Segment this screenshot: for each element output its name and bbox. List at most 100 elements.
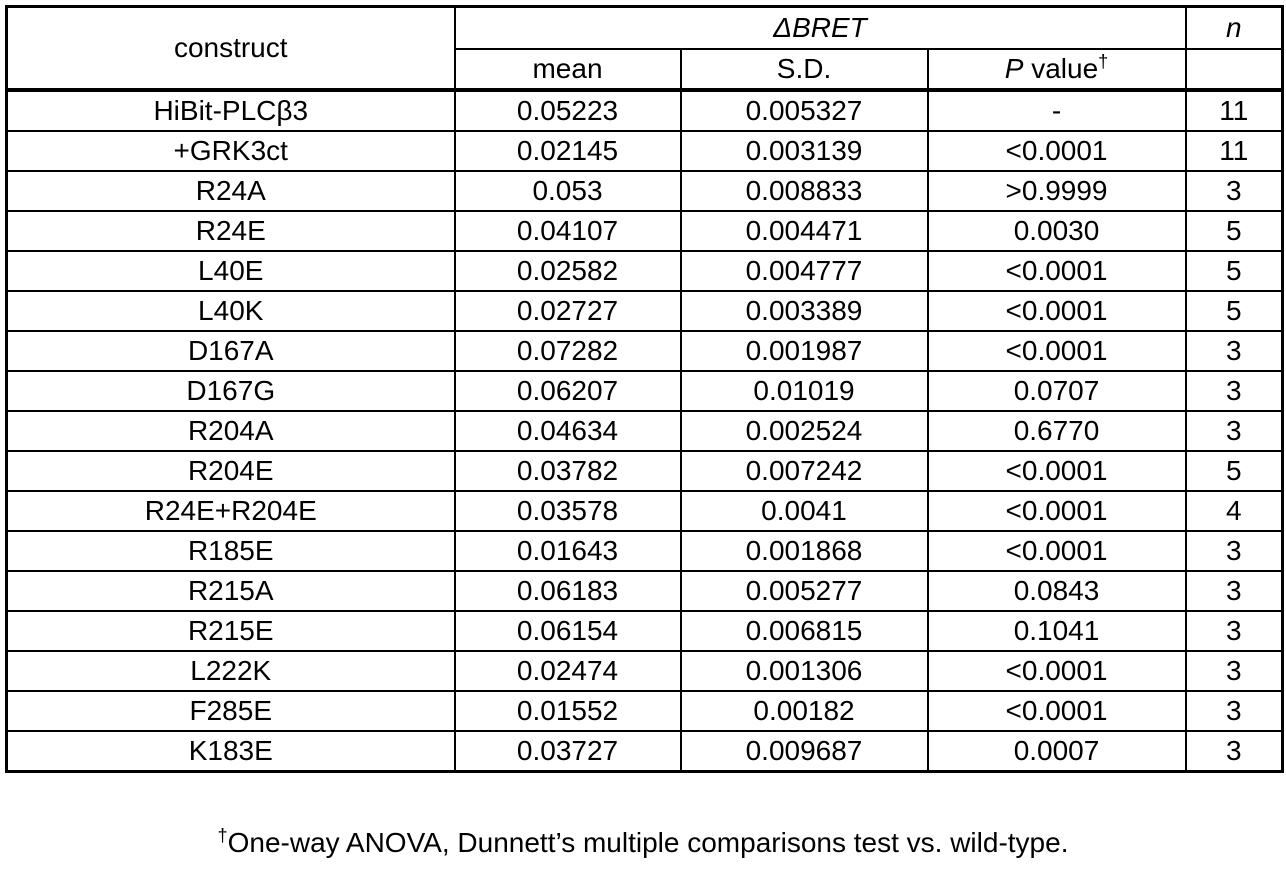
table-row: R24A 0.053 0.008833 >0.9999 3	[5, 170, 1284, 212]
header-row-2: mean S.D. P value†	[7, 48, 1284, 91]
pvalue-cell: <0.0001	[926, 250, 1187, 292]
n-cell: 3	[1184, 610, 1284, 652]
construct-cell: R185E	[5, 530, 456, 572]
construct-cell: R204A	[5, 410, 456, 452]
construct-cell: R24E+R204E	[5, 490, 456, 532]
pvalue-cell: <0.0001	[926, 130, 1187, 172]
table-row: R24E 0.04107 0.004471 0.0030 5	[5, 210, 1284, 252]
construct-cell: L40K	[5, 290, 456, 332]
mean-cell: 0.07282	[453, 330, 682, 372]
mean-cell: 0.03727	[453, 730, 682, 773]
table-body: HiBit-PLCβ3 0.05223 0.005327 - 11 +GRK3c…	[5, 88, 1284, 773]
mean-cell: 0.03578	[453, 490, 682, 532]
table-row: R215E 0.06154 0.006815 0.1041 3	[5, 610, 1284, 652]
construct-column-header: construct	[5, 5, 456, 91]
construct-cell: +GRK3ct	[5, 130, 456, 172]
construct-cell: L40E	[5, 250, 456, 292]
n-cell: 3	[1184, 650, 1284, 692]
n-empty-cell	[1184, 48, 1284, 91]
table-row: R204E 0.03782 0.007242 <0.0001 5	[5, 450, 1284, 492]
pvalue-cell: 0.0707	[926, 370, 1187, 412]
mean-cell: 0.02727	[453, 290, 682, 332]
n-cell: 3	[1184, 410, 1284, 452]
mean-cell: 0.01552	[453, 690, 682, 732]
n-cell: 4	[1184, 490, 1284, 532]
pvalue-cell: 0.0843	[926, 570, 1187, 612]
sd-cell: 0.008833	[679, 170, 929, 212]
sd-cell: 0.007242	[679, 450, 929, 492]
mean-cell: 0.04634	[453, 410, 682, 452]
sd-cell: 0.001987	[679, 330, 929, 372]
mean-cell: 0.02474	[453, 650, 682, 692]
construct-cell: K183E	[5, 730, 456, 773]
n-cell: 3	[1184, 170, 1284, 212]
table-header: construct ΔBRET n mean S.D. P value†	[5, 5, 1284, 91]
footnote: †One-way ANOVA, Dunnett’s multiple compa…	[0, 827, 1286, 859]
mean-column-header: mean	[453, 48, 682, 91]
table-row: HiBit-PLCβ3 0.05223 0.005327 - 11	[5, 88, 1284, 132]
footnote-text: One-way ANOVA, Dunnett’s multiple compar…	[227, 827, 1069, 858]
table-row: D167G 0.06207 0.01019 0.0707 3	[5, 370, 1284, 412]
pvalue-cell: >0.9999	[926, 170, 1187, 212]
sd-cell: 0.01019	[679, 370, 929, 412]
sd-cell: 0.004777	[679, 250, 929, 292]
sd-cell: 0.00182	[679, 690, 929, 732]
dagger-icon: †	[217, 825, 228, 846]
pvalue-cell: <0.0001	[926, 530, 1187, 572]
table-row: R215A 0.06183 0.005277 0.0843 3	[5, 570, 1284, 612]
pvalue-header-text: value	[1023, 53, 1099, 84]
results-table: construct ΔBRET n mean S.D. P value† HiB…	[5, 5, 1285, 773]
sd-cell: 0.003139	[679, 130, 929, 172]
construct-cell: R215E	[5, 610, 456, 652]
pvalue-column-header: P value†	[926, 48, 1187, 91]
sd-column-header: S.D.	[679, 48, 929, 91]
table-row: L40K 0.02727 0.003389 <0.0001 5	[5, 290, 1284, 332]
sd-cell: 0.005327	[679, 88, 929, 132]
sd-cell: 0.006815	[679, 610, 929, 652]
mean-cell: 0.05223	[453, 88, 682, 132]
sd-cell: 0.005277	[679, 570, 929, 612]
n-cell: 3	[1184, 370, 1284, 412]
n-cell: 11	[1184, 130, 1284, 172]
pvalue-cell: <0.0001	[926, 650, 1187, 692]
sd-cell: 0.001306	[679, 650, 929, 692]
construct-cell: R215A	[5, 570, 456, 612]
table-row: K183E 0.03727 0.009687 0.0007 3	[5, 730, 1284, 773]
n-cell: 3	[1184, 570, 1284, 612]
n-cell: 3	[1184, 530, 1284, 572]
pvalue-cell: <0.0001	[926, 290, 1187, 332]
table-row: +GRK3ct 0.02145 0.003139 <0.0001 11	[5, 130, 1284, 172]
n-cell: 5	[1184, 450, 1284, 492]
table-row: R185E 0.01643 0.001868 <0.0001 3	[5, 530, 1284, 572]
dbret-group-header: ΔBRET	[453, 5, 1187, 50]
sd-cell: 0.0041	[679, 490, 929, 532]
construct-cell: L222K	[5, 650, 456, 692]
sd-cell: 0.009687	[679, 730, 929, 773]
table-row: D167A 0.07282 0.001987 <0.0001 3	[5, 330, 1284, 372]
mean-cell: 0.01643	[453, 530, 682, 572]
n-cell: 5	[1184, 250, 1284, 292]
pvalue-cell: <0.0001	[926, 690, 1187, 732]
table-row: R204A 0.04634 0.002524 0.6770 3	[5, 410, 1284, 452]
pvalue-header-p: P	[1004, 53, 1024, 84]
pvalue-cell: 0.0030	[926, 210, 1187, 252]
mean-cell: 0.02145	[453, 130, 682, 172]
mean-cell: 0.053	[453, 170, 682, 212]
pvalue-cell: 0.6770	[926, 410, 1187, 452]
n-cell: 5	[1184, 290, 1284, 332]
pvalue-cell: -	[926, 88, 1187, 132]
table-row: L222K 0.02474 0.001306 <0.0001 3	[5, 650, 1284, 692]
mean-cell: 0.02582	[453, 250, 682, 292]
pvalue-cell: <0.0001	[926, 490, 1187, 532]
n-cell: 3	[1184, 690, 1284, 732]
sd-cell: 0.002524	[679, 410, 929, 452]
table-row: F285E 0.01552 0.00182 <0.0001 3	[5, 690, 1284, 732]
construct-cell: R24A	[5, 170, 456, 212]
construct-cell: R24E	[5, 210, 456, 252]
n-column-header: n	[1184, 5, 1284, 50]
n-cell: 11	[1184, 88, 1284, 132]
pvalue-cell: <0.0001	[926, 330, 1187, 372]
n-cell: 5	[1184, 210, 1284, 252]
sd-cell: 0.003389	[679, 290, 929, 332]
